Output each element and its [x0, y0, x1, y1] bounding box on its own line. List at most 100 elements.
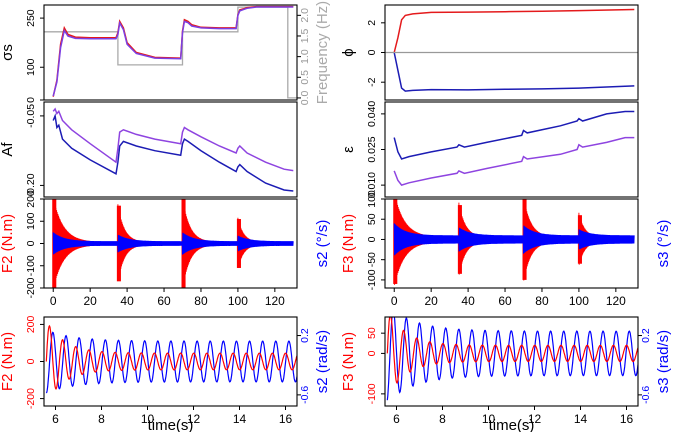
sigma_s-frame [43, 4, 298, 101]
panel-f3_s3_zoom [384, 316, 639, 407]
f3_s3_zoom-xtick-label: 8 [439, 412, 446, 426]
f3_s3-ytick-label: -100 [366, 269, 378, 290]
f2_s2-y2label: s2 (°/s) [314, 220, 331, 268]
phi-ytick-label: -2 [366, 77, 378, 86]
f2_s2-xtick-label: 40 [120, 294, 134, 308]
panel-epsilon [384, 101, 639, 198]
sigma_s-y2tick-label: 1.0 [299, 49, 311, 64]
f2_s2_zoom-plot-area [45, 324, 297, 394]
sigma_s-ytick-label: 100 [25, 58, 37, 76]
f2_s2-ytick-label: 0 [25, 240, 37, 246]
f3_s3-ytick-label: 0 [366, 236, 378, 242]
f3_s3-frame [384, 198, 639, 289]
f2_s2-xtick-label: 20 [83, 294, 97, 308]
f3_s3_zoom-ylabel: F3 (N.m) [340, 332, 357, 391]
f3_s3_zoom-frame [384, 316, 639, 407]
f2_s2-xtick-label: 100 [228, 294, 248, 308]
f3_s3-ytick-label: 100 [366, 190, 378, 208]
af-frame [43, 101, 298, 198]
f3_s3_zoom-ytick-label: 0 [366, 350, 378, 356]
phi-plot-area [385, 8, 638, 92]
sigma_s-series-1 [52, 6, 294, 97]
sigma_s-ytick-label: 250 [25, 9, 37, 27]
f2_s2-xtick-label: 60 [157, 294, 171, 308]
f2_s2-ytick-label: 100 [25, 212, 37, 230]
f2_s2-ylabel: F2 (N.m) [0, 214, 16, 273]
f2_s2_zoom-y2tick-label: -0.6 [299, 386, 311, 404]
f2_s2-ytick-label: 200 [25, 190, 37, 208]
panel-phi [384, 4, 639, 101]
f3_s3_zoom-y2tick-label: -0.6 [640, 386, 652, 404]
af-ylabel: Af [0, 142, 16, 157]
phi-ylabel: ϕ [340, 48, 357, 56]
sigma_s-y2-series-0 [44, 6, 297, 99]
panel-f2_s2 [43, 198, 298, 289]
f2_s2_zoom-ytick-label: 0 [25, 358, 37, 364]
f2_s2-xtick-label: 120 [265, 294, 285, 308]
sigma_s-y2tick-label: 0.0 [299, 90, 311, 105]
epsilon-ylabel: ε [340, 146, 357, 153]
sigma_s-series-0 [52, 5, 294, 97]
f2_s2_zoom-ytick-label: 200 [25, 316, 37, 334]
f3_s3-xtick-label: 80 [535, 294, 549, 308]
sigma_s-plot-area [44, 5, 297, 99]
sigma_s-y2tick-label: 1.5 [299, 29, 311, 44]
f3_s3_zoom-xtick-label: 14 [574, 412, 588, 426]
f3_s3_zoom-xtick-label: 12 [528, 412, 542, 426]
f3_s3-xtick-label: 0 [391, 294, 398, 308]
f3_s3-plot-area [393, 199, 635, 285]
af-plot-area [52, 107, 294, 192]
f2_s2_zoom-xtick-label: 10 [141, 412, 155, 426]
f3_s3-xtick-label: 20 [424, 294, 438, 308]
epsilon-plot-area [393, 110, 635, 186]
phi-series-0 [393, 8, 635, 53]
af-ytick-label: -0.05 [25, 104, 37, 128]
sigma_s-y2tick-label: 2.0 [299, 8, 311, 23]
f3_s3-xtick-label: 120 [606, 294, 626, 308]
f2_s2_zoom-ytick-label: -200 [25, 388, 37, 409]
f2_s2_zoom-xtick-label: 12 [187, 412, 201, 426]
f2_s2_zoom-xtick-label: 14 [233, 412, 247, 426]
phi-ytick-label: 2 [366, 20, 378, 26]
f2_s2-plot-area [52, 199, 294, 288]
f2_s2_zoom-y2label: s2 (rad/s) [314, 330, 331, 393]
f2_s2_zoom-y2tick-label: 0.2 [299, 328, 311, 343]
af-series-1 [52, 113, 294, 192]
epsilon-ytick-label: 0.040 [366, 101, 378, 127]
sigma_s-y2label: Frequency (Hz) [314, 1, 331, 104]
f2_s2-ytick-label: -100 [25, 255, 37, 276]
panel-af [43, 101, 298, 198]
epsilon-ytick-label: 0.010 [366, 172, 378, 198]
f3_s3_zoom-xlabel: time(s) [489, 417, 535, 432]
f3_s3_zoom-xtick-label: 16 [620, 412, 634, 426]
f3_s3_zoom-ytick-label: 50 [366, 327, 378, 339]
f3_s3_zoom-xtick-label: 6 [393, 412, 400, 426]
af-ytick-label: -0.20 [25, 173, 37, 197]
f3_s3-blue-band [393, 223, 635, 256]
f2_s2_zoom-xtick-label: 16 [279, 412, 293, 426]
sigma_s-ytick-label: 0 [25, 97, 37, 103]
f2_s2_zoom-xtick-label: 6 [52, 412, 59, 426]
f3_s3-ylabel: F3 (N.m) [340, 214, 357, 273]
f2_s2-ytick-label: -200 [25, 277, 37, 298]
f2_s2_zoom-xtick-label: 8 [98, 412, 105, 426]
f3_s3-ytick-label: 50 [366, 213, 378, 225]
f3_s3_zoom-s-line [386, 317, 638, 401]
sigma_s-ylabel: σs [0, 44, 16, 61]
phi-series-1 [393, 52, 635, 92]
f2_s2_zoom-s-line [45, 331, 297, 394]
f3_s3-xtick-label: 40 [461, 294, 475, 308]
f2_s2_zoom-ylabel: F2 (N.m) [0, 332, 16, 391]
panel-sigma_s [43, 4, 298, 101]
f2_s2_zoom-xlabel: time(s) [148, 417, 194, 432]
f3_s3_zoom-y2label: s3 (rad/s) [655, 330, 672, 393]
f3_s3_zoom-y2tick-label: 0.2 [640, 328, 652, 343]
af-series-0 [52, 107, 294, 172]
f2_s2_zoom-f-line [45, 324, 297, 390]
f3_s3-xtick-label: 100 [569, 294, 589, 308]
panel-f2_s2_zoom [43, 316, 298, 407]
f2_s2-xtick-label: 80 [194, 294, 208, 308]
f2_s2-xtick-label: 0 [50, 294, 57, 308]
f3_s3-xtick-label: 60 [498, 294, 512, 308]
